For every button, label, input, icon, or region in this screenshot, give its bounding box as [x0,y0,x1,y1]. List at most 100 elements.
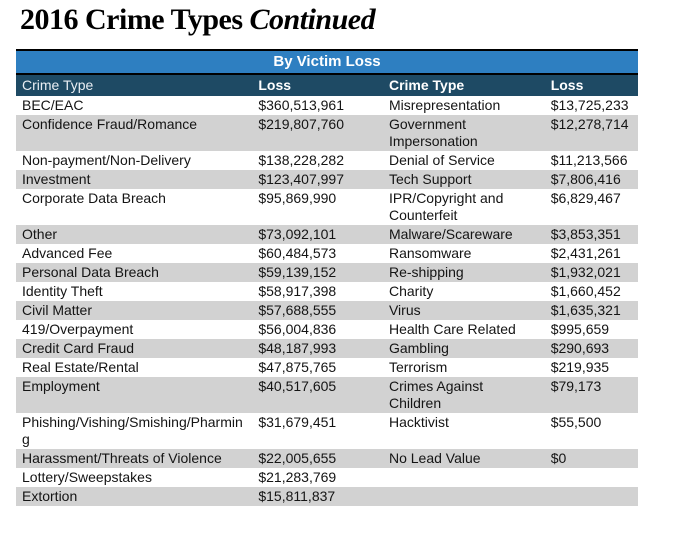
page-title: 2016 Crime Types Continued [20,2,695,38]
loss-cell: $47,875,765 [258,359,337,375]
column-header-crime-type-right: Crime Type [382,74,545,96]
table-row: Credit Card Fraud $48,187,993 Gambling $290… [16,339,638,358]
crime-type-cell: Terrorism [388,359,448,375]
table-row: Real Estate/Rental $47,875,765 Terrorism $2… [16,358,638,377]
loss-cell: $13,725,233 [550,97,629,113]
crime-type-cell: Government Impersonation [388,116,478,149]
crime-type-cell: IPR/Copyright and Counterfeit [388,190,504,223]
loss-cell: $12,278,714 [550,116,629,132]
crime-type-cell: Personal Data Breach [22,264,159,280]
loss-cell: $0 [550,450,567,466]
loss-cell: $56,004,836 [258,321,337,337]
loss-cell: $11,213,566 [550,152,628,168]
table-row: Phishing/Vishing/Smishing/Pharming $31,67… [16,413,638,449]
table-row: Confidence Fraud/Romance $219,807,760 Gove… [16,115,638,151]
loss-cell: $7,806,416 [550,171,621,187]
loss-cell: $95,869,990 [258,190,337,206]
crime-type-cell: Hacktivist [388,414,449,430]
loss-cell: $40,517,605 [258,378,337,394]
table-row: Personal Data Breach $59,139,152 Re-shippi… [16,263,638,282]
crime-type-cell: Employment [22,378,100,394]
crime-type-cell: Malware/Scareware [388,226,513,242]
loss-cell: $79,173 [550,378,602,394]
table-row: Harassment/Threats of Violence $22,005,65… [16,449,638,468]
crime-type-cell: Health Care Related [388,321,516,337]
table-row: Investment $123,407,997 Tech Support $7,806… [16,170,638,189]
table-row: Advanced Fee $60,484,573 Ransomware $2,431,… [16,244,638,263]
table-row: BEC/EAC $360,513,961 Misrepresentation $13,… [16,96,638,115]
crime-type-cell: Re-shipping [388,264,464,280]
column-header-loss-right: Loss [544,74,638,96]
crime-type-cell: Investment [22,171,91,187]
loss-cell: $22,005,655 [258,450,337,466]
loss-cell: $123,407,997 [258,171,344,187]
crime-type-cell: Other [22,226,58,242]
crime-type-cell: Civil Matter [22,302,93,318]
loss-cell: $60,484,573 [258,245,337,261]
crime-type-cell: Confidence Fraud/Romance [22,116,198,132]
crime-type-cell: Corporate Data Breach [22,190,166,206]
table-row: Identity Theft $58,917,398 Charity $1,660,4… [16,282,638,301]
loss-cell: $1,932,021 [550,264,621,280]
table-header-row: Crime Type Loss Crime Type Loss [16,74,638,96]
crime-type-cell: Ransomware [388,245,472,261]
loss-cell: $995,659 [550,321,610,337]
loss-cell: $73,092,101 [258,226,337,242]
loss-cell: $31,679,451 [258,414,337,430]
loss-cell: $21,283,769 [258,469,337,485]
table-row: Civil Matter $57,688,555 Virus $1,635,321 [16,301,638,320]
crime-type-cell: Virus [388,302,421,318]
crime-type-cell: 419/Overpayment [22,321,134,337]
crime-type-cell: Crimes Against Children [388,378,484,411]
crime-type-cell: Misrepresentation [388,97,501,113]
loss-cell: $360,513,961 [258,97,344,113]
loss-cell: $6,829,467 [550,190,621,206]
column-header-crime-type-left: Crime Type [16,74,253,96]
crime-type-cell: Extortion [22,488,78,504]
loss-cell: $55,500 [550,414,602,430]
table-row: Lottery/Sweepstakes $21,283,769 [16,468,638,487]
crime-type-cell: Harassment/Threats of Violence [22,450,222,466]
victim-loss-table: By Victim Loss Crime Type Loss Crime Typ… [16,49,638,506]
loss-cell: $15,811,837 [258,488,336,504]
loss-cell [545,487,638,506]
table-row: Employment $40,517,605 Crimes Against Chil… [16,377,638,413]
table-row: 419/Overpayment $56,004,836 Health Care Re… [16,320,638,339]
crime-type-cell [383,487,545,506]
crime-type-cell: Identity Theft [22,283,103,299]
crime-type-cell: Advanced Fee [22,245,113,261]
loss-cell: $3,853,351 [550,226,621,242]
loss-cell [545,468,638,487]
table-row: Other $73,092,101 Malware/Scareware $3,853,… [16,225,638,244]
loss-cell: $48,187,993 [258,340,337,356]
loss-cell: $2,431,261 [550,245,621,261]
loss-cell: $219,807,760 [258,116,344,132]
table-body: BEC/EAC $360,513,961 Misrepresentation $13,… [16,96,638,506]
crime-type-cell [383,468,545,487]
crime-type-cell: Tech Support [388,171,472,187]
table-row: Extortion $15,811,837 [16,487,638,506]
table-row: Non-payment/Non-Delivery $138,228,282 Deni… [16,151,638,170]
crime-type-cell: Non-payment/Non-Delivery [22,152,191,168]
page-title-main: 2016 Crime Types [20,3,243,36]
loss-cell: $290,693 [550,340,610,356]
loss-cell: $219,935 [550,359,610,375]
crime-type-cell: Lottery/Sweepstakes [22,469,152,485]
crime-type-cell: Credit Card Fraud [22,340,135,356]
table-caption: By Victim Loss [16,49,638,75]
loss-cell: $58,917,398 [258,283,337,299]
loss-cell: $59,139,152 [258,264,337,280]
page-title-continued: Continued [249,3,376,36]
table-row: Corporate Data Breach $95,869,990 IPR/Copy… [16,189,638,225]
crime-type-cell: No Lead Value [388,450,481,466]
loss-cell: $138,228,282 [258,152,344,168]
crime-type-cell: Charity [388,283,434,299]
column-header-loss-left: Loss [252,74,383,96]
loss-cell: $1,635,321 [550,302,621,318]
table-caption-row: By Victim Loss [16,49,638,75]
crime-type-cell: Denial of Service [388,152,495,168]
crime-type-cell: Gambling [388,340,449,356]
crime-type-cell: Real Estate/Rental [22,359,139,375]
crime-type-cell: BEC/EAC [22,97,84,113]
